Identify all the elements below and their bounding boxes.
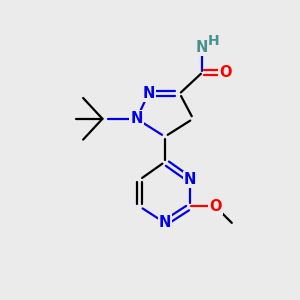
Text: O: O (209, 199, 222, 214)
Text: N: N (159, 215, 171, 230)
Text: H: H (208, 34, 219, 48)
Text: O: O (220, 65, 232, 80)
Text: N: N (130, 111, 143, 126)
Text: N: N (196, 40, 208, 55)
Text: N: N (142, 86, 155, 101)
Text: N: N (184, 172, 196, 187)
